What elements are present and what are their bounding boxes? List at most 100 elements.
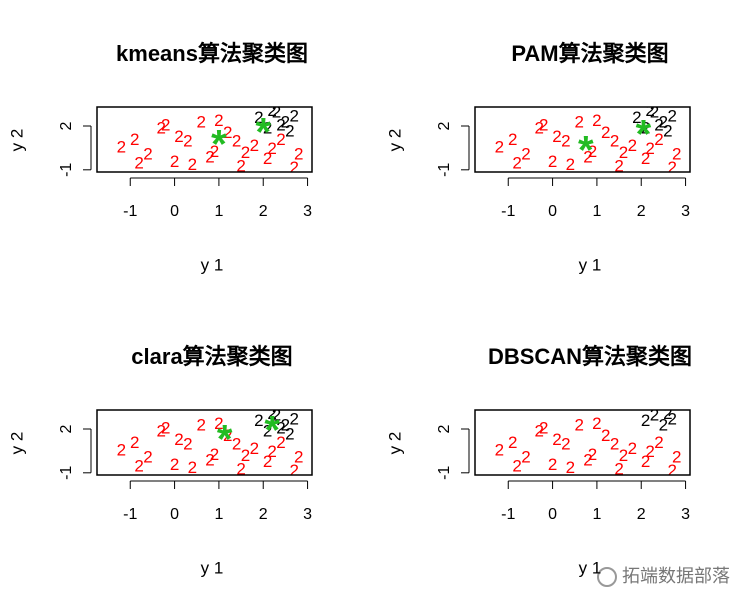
point: 2: [205, 148, 214, 167]
x-tick-label: 0: [170, 506, 179, 523]
point: 2: [539, 418, 548, 437]
point: 2: [130, 433, 139, 452]
y-tick-label: 2: [436, 121, 453, 130]
point: 2: [174, 430, 183, 449]
chart-title: DBSCAN算法聚类图: [488, 344, 692, 369]
point: 2: [117, 137, 126, 156]
point: 2: [267, 404, 276, 423]
point: 2: [263, 452, 272, 471]
point: 2: [641, 452, 650, 471]
point: 2: [645, 139, 654, 158]
point: 2: [601, 426, 610, 445]
point: 2: [619, 143, 628, 162]
point: 2: [659, 416, 668, 435]
cluster-center: *: [636, 112, 652, 156]
point: 2: [188, 155, 197, 174]
x-tick-label: 1: [592, 203, 601, 220]
point: 2: [512, 456, 521, 475]
point: 2: [654, 130, 663, 149]
point: 2: [183, 132, 192, 151]
point: 2: [290, 461, 299, 480]
point: 2: [276, 418, 285, 437]
x-tick-label: 0: [548, 203, 557, 220]
point: 2: [668, 158, 677, 177]
watermark-text: 拓端数据部落: [622, 566, 730, 586]
y-tick-label: 2: [58, 424, 75, 433]
point: 2: [272, 405, 281, 424]
point: 2: [205, 451, 214, 470]
plot-frame: [96, 409, 313, 476]
y-tick-label: -1: [58, 466, 75, 480]
x-tick-label: 1: [214, 506, 223, 523]
point: 2: [267, 101, 276, 120]
plot-frame: [474, 409, 691, 476]
point: 2: [267, 139, 276, 158]
point: 2: [254, 411, 263, 430]
point: 2: [632, 108, 641, 127]
point: 2: [628, 439, 637, 458]
point: 2: [583, 451, 592, 470]
point: 2: [521, 145, 530, 164]
point: 2: [241, 143, 250, 162]
point: 2: [267, 442, 276, 461]
chart-title: kmeans算法聚类图: [116, 41, 308, 66]
cluster-center: *: [211, 122, 227, 166]
point: 2: [250, 136, 259, 155]
point: 2: [236, 459, 245, 478]
point: 2: [601, 123, 610, 142]
x-tick-label: 3: [681, 203, 690, 220]
point: 2: [574, 113, 583, 132]
point: 2: [263, 421, 272, 440]
chart-title: clara算法聚类图: [131, 344, 292, 369]
y-axis-label: y 2: [7, 129, 26, 152]
point: 2: [561, 435, 570, 454]
point: 2: [263, 149, 272, 168]
point: 2: [196, 416, 205, 435]
x-axis-label: y 1: [579, 558, 602, 577]
cluster-center: *: [578, 128, 594, 172]
point: 2: [294, 145, 303, 164]
point: 2: [663, 121, 672, 140]
x-tick-label: 2: [637, 506, 646, 523]
point: 2: [663, 404, 672, 423]
point: 2: [641, 118, 650, 137]
point: 2: [535, 118, 544, 137]
point: 2: [161, 115, 170, 134]
point: 2: [508, 130, 517, 149]
point: 2: [130, 130, 139, 149]
x-tick-label: 2: [259, 203, 268, 220]
chart-title: PAM算法聚类图: [511, 41, 668, 66]
point: 2: [250, 439, 259, 458]
y-tick-label: 2: [58, 121, 75, 130]
point: 2: [654, 433, 663, 452]
point: 2: [583, 148, 592, 167]
point: 2: [272, 102, 281, 121]
point: 2: [290, 107, 299, 126]
point: 2: [614, 459, 623, 478]
point: 2: [170, 455, 179, 474]
x-axis-label: y 1: [201, 558, 224, 577]
point: 2: [290, 410, 299, 429]
x-tick-label: 0: [548, 506, 557, 523]
x-tick-label: 2: [637, 203, 646, 220]
point: 2: [232, 132, 241, 151]
point: 2: [196, 113, 205, 132]
x-tick-label: -1: [501, 506, 515, 523]
point: 2: [210, 142, 219, 161]
point: 2: [672, 448, 681, 467]
point: 2: [650, 405, 659, 424]
x-axis-label: y 1: [201, 255, 224, 274]
y-tick-label: -1: [436, 163, 453, 177]
point: 2: [552, 127, 561, 146]
point: 2: [254, 108, 263, 127]
x-tick-label: 3: [303, 203, 312, 220]
y-tick-label: 2: [436, 424, 453, 433]
point: 2: [592, 111, 601, 130]
point: 2: [592, 414, 601, 433]
point: 2: [276, 130, 285, 149]
point: 2: [223, 123, 232, 142]
